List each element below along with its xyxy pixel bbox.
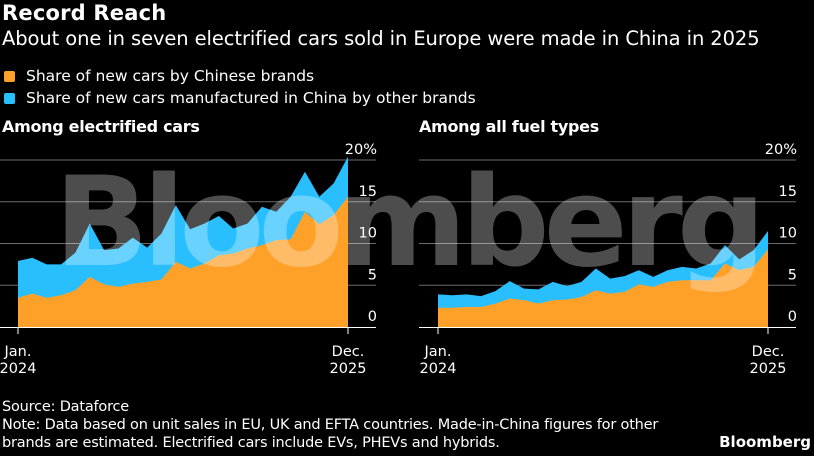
chart-panel-electrified: 0 5 10 15 20% Jan.2024 Dec.2025 (0, 142, 377, 377)
chart-panel-all-fuel: 0 5 10 15 20% Jan.2024 Dec.2025 (419, 142, 797, 377)
x-tick-label: 2025 (750, 361, 787, 377)
x-tick-label: Jan. (424, 344, 452, 360)
y-tick-label: 10 (779, 226, 797, 242)
legend: Share of new cars by Chinese brands Shar… (4, 65, 476, 109)
y-tick-label: 0 (368, 309, 377, 325)
legend-label: Share of new cars by Chinese brands (26, 67, 315, 85)
legend-item-made-in-china-other: Share of new cars manufactured in China … (4, 87, 476, 109)
chart-title: Record Reach (2, 1, 167, 25)
source-note: Source: Dataforce (2, 399, 130, 415)
panel-title-electrified: Among electrified cars (2, 117, 200, 136)
y-tick-label: 5 (368, 267, 377, 283)
note-line-1: Note: Data based on unit sales in EU, UK… (2, 417, 659, 433)
x-tick-label: Dec. (332, 344, 365, 360)
bloomberg-logo: Bloomberg (719, 433, 811, 451)
x-tick-label: 2024 (420, 361, 457, 377)
y-tick-label: 20% (765, 142, 797, 158)
y-tick-label: 10 (359, 226, 377, 242)
area-chinese-brands (438, 249, 768, 327)
legend-item-chinese-brands: Share of new cars by Chinese brands (4, 65, 476, 87)
x-tick-label: Jan. (4, 344, 32, 360)
legend-swatch-blue (4, 92, 15, 104)
watermark-text: Bloomberg (54, 151, 759, 295)
y-tick-label: 20% (345, 142, 377, 158)
legend-label: Share of new cars manufactured in China … (26, 89, 476, 107)
y-tick-label: 15 (359, 184, 377, 200)
note-line-2: brands are estimated. Electrified cars i… (2, 435, 500, 451)
x-tick-label: Dec. (752, 344, 785, 360)
chart-subtitle: About one in seven electrified cars sold… (2, 27, 760, 50)
panel-title-all-fuel: Among all fuel types (419, 117, 599, 136)
x-tick-label: 2025 (330, 361, 367, 377)
y-tick-label: 15 (779, 184, 797, 200)
y-tick-label: 5 (788, 267, 797, 283)
area-chinese-brands (18, 196, 348, 327)
y-tick-label: 0 (788, 309, 797, 325)
legend-swatch-orange (4, 70, 15, 82)
x-tick-label: 2024 (0, 361, 36, 377)
footer: Source: Dataforce Note: Data based on un… (2, 398, 658, 452)
